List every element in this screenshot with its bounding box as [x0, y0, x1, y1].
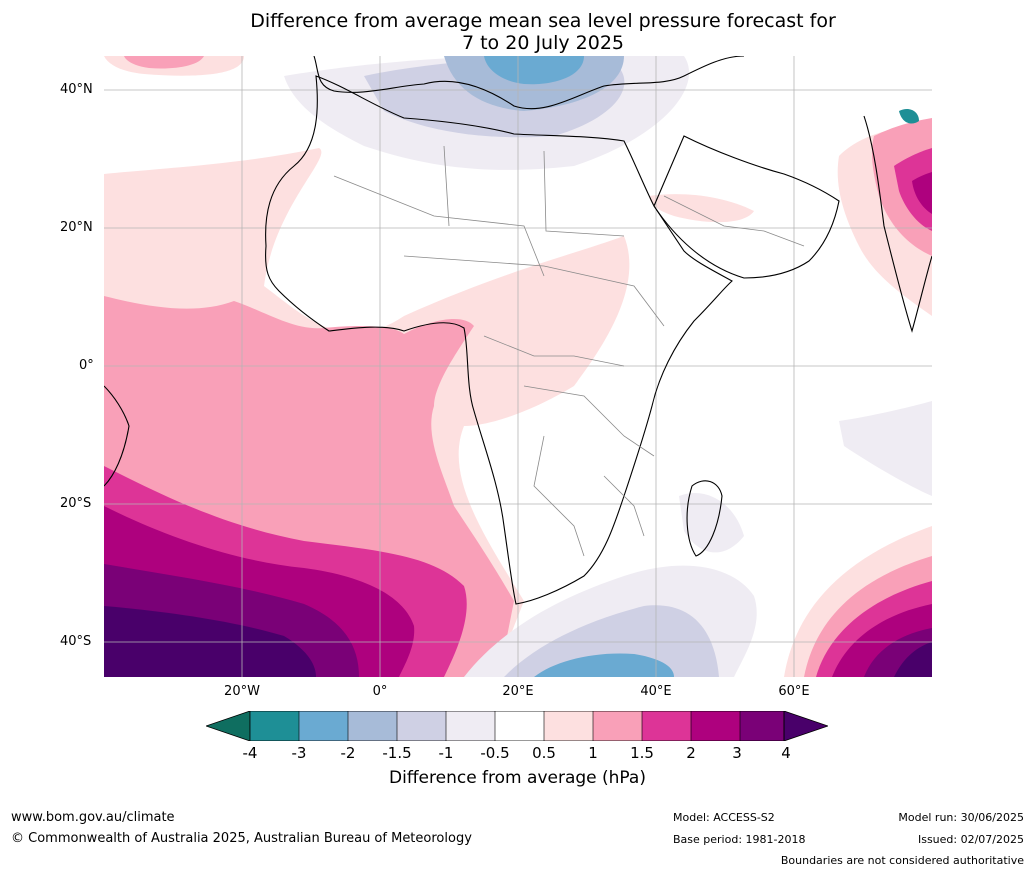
lat-label-40s: 40°S [60, 634, 92, 649]
coastlines [104, 56, 932, 605]
india-coastline [863, 115, 932, 333]
colorbar-bin-11 [740, 711, 784, 741]
footer-model-run: Model run: 30/06/2025 [898, 811, 1024, 824]
cbar-tick-m1: -1 [438, 744, 454, 762]
map-canvas [104, 56, 932, 677]
cbar-tick-p1: 1 [588, 744, 598, 762]
colorbar [206, 711, 828, 741]
south-america-coastline [104, 385, 130, 487]
lat-label-20s: 20°S [60, 496, 92, 511]
lon-label-40e: 40°E [640, 684, 672, 699]
field-neg-2 [534, 653, 674, 677]
cbar-tick-p4: 4 [781, 744, 791, 762]
field-med-2 [484, 56, 584, 85]
colorbar-bin-1 [250, 711, 299, 741]
borders [333, 145, 805, 557]
colorbar-bin-2 [299, 711, 348, 741]
cbar-tick-m3: -3 [291, 744, 307, 762]
cbar-tick-p05: 0.5 [532, 744, 556, 762]
lon-label-60e: 60°E [778, 684, 810, 699]
cbar-tick-m2: -2 [340, 744, 356, 762]
footer-base-period: Base period: 1981-2018 [673, 833, 806, 846]
lat-label-eq: 0° [79, 358, 94, 373]
cbar-tick-m15: -1.5 [382, 744, 412, 762]
colorbar-bin-6 [495, 711, 544, 741]
footer-model: Model: ACCESS-S2 [673, 811, 775, 824]
cbar-tick-p15: 1.5 [630, 744, 654, 762]
cbar-tick-p3: 3 [732, 744, 742, 762]
title-line-2: 7 to 20 July 2025 [461, 32, 625, 54]
footer-copyright: © Commonwealth of Australia 2025, Austra… [11, 831, 472, 846]
lat-label-40n: 40°N [60, 82, 93, 97]
colorbar-bin-7 [544, 711, 593, 741]
lat-label-20n: 20°N [60, 220, 93, 235]
footer-disclaimer: Boundaries are not considered authoritat… [780, 854, 1024, 867]
field-pos-4 [104, 606, 316, 677]
madagascar-coastline [686, 480, 723, 557]
lon-label-0: 0° [372, 684, 388, 699]
colorbar-bin-10 [691, 711, 740, 741]
colorbar-max-arrow [783, 711, 828, 741]
map-title: Difference from average mean sea level p… [0, 10, 1035, 54]
map-panel [104, 56, 932, 677]
lon-label-20e: 20°E [502, 684, 534, 699]
africa-coastline [265, 75, 733, 605]
graticule [104, 56, 932, 677]
field-neg-1 [504, 605, 719, 677]
colorbar-bin-9 [642, 711, 691, 741]
colorbar-bin-4 [397, 711, 446, 741]
europe-coastline [313, 56, 745, 110]
colorbar-bin-3 [348, 711, 397, 741]
colorbar-bin-8 [593, 711, 642, 741]
field-red-sea [649, 194, 754, 223]
arabia-coastline [653, 135, 840, 279]
field-madagascar-neg [679, 492, 744, 553]
field-ne-atl-1 [124, 56, 204, 69]
title-line-1: Difference from average mean sea level p… [250, 10, 836, 32]
field-arab-15 [894, 148, 932, 231]
cbar-tick-p2: 2 [686, 744, 696, 762]
cbar-tick-m05: -0.5 [480, 744, 510, 762]
field-io-neg [839, 401, 932, 496]
anomaly-fields [104, 56, 932, 677]
field-iran-neg [899, 109, 919, 124]
field-sio-4 [894, 642, 932, 677]
colorbar-min-arrow [206, 711, 251, 741]
field-arab-2 [912, 172, 932, 214]
footer-url: www.bom.gov.au/climate [11, 810, 175, 825]
lon-label-20w: 20°W [224, 684, 260, 699]
footer-issued: Issued: 02/07/2025 [917, 833, 1024, 846]
colorbar-label: Difference from average (hPa) [389, 768, 646, 788]
cbar-tick-m4: -4 [242, 744, 258, 762]
colorbar-bin-5 [446, 711, 495, 741]
